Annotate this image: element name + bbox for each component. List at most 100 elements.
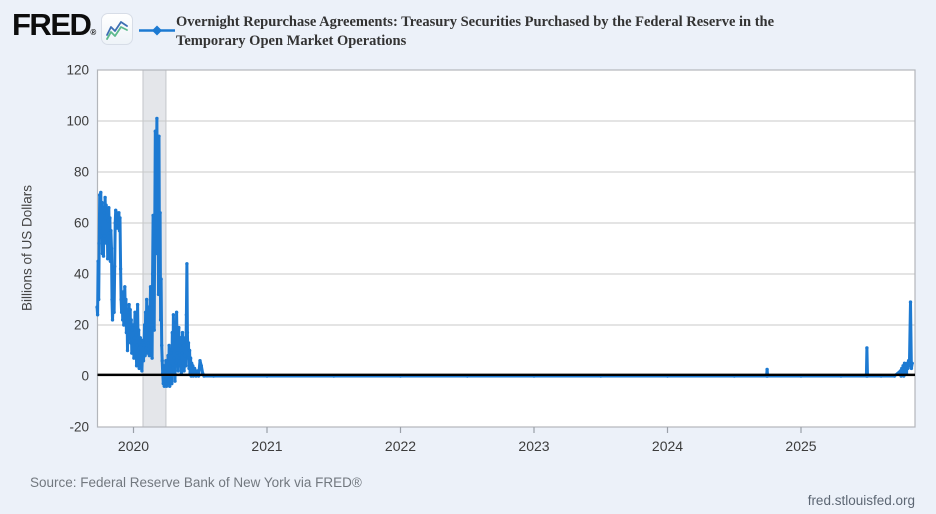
data-point <box>105 241 109 246</box>
plot-background <box>97 70 915 427</box>
data-point <box>140 369 144 373</box>
data-point <box>127 302 131 307</box>
x-tick-label: 2022 <box>385 438 416 454</box>
data-point <box>166 353 170 358</box>
data-point <box>157 262 162 266</box>
data-point <box>134 364 139 368</box>
fred-site-link[interactable]: fred.stlouisfed.org <box>807 493 915 508</box>
data-point <box>107 231 112 235</box>
data-point <box>903 369 907 373</box>
data-point <box>157 134 161 138</box>
data-point <box>167 343 171 348</box>
data-point <box>185 262 189 266</box>
chart-title-line2: Temporary Open Market Operations <box>176 33 407 49</box>
series-legend-marker-icon <box>139 24 175 37</box>
data-point <box>170 381 174 386</box>
data-point <box>119 310 124 314</box>
data-point <box>902 361 907 365</box>
data-point <box>155 226 160 230</box>
y-tick-label: 60 <box>74 216 89 231</box>
data-point <box>188 356 193 360</box>
data-point <box>159 277 163 281</box>
data-point <box>174 361 178 365</box>
data-point <box>121 290 125 294</box>
data-point <box>149 348 153 353</box>
data-point <box>160 343 164 348</box>
data-point <box>119 297 123 302</box>
data-point <box>168 364 172 368</box>
x-tick-label: 2025 <box>785 438 816 454</box>
data-point <box>132 356 136 360</box>
data-point <box>147 305 151 309</box>
data-point <box>180 330 185 335</box>
data-point <box>900 366 904 371</box>
data-point <box>102 234 107 238</box>
data-point <box>125 348 130 353</box>
data-point <box>160 359 164 363</box>
data-point <box>132 336 137 340</box>
data-point <box>908 300 913 304</box>
data-point <box>170 330 174 335</box>
data-point <box>103 195 107 200</box>
data-point <box>107 206 111 210</box>
data-point <box>145 297 149 302</box>
data-point <box>163 369 167 373</box>
data-point <box>191 364 195 368</box>
data-point <box>181 343 186 348</box>
data-point <box>187 348 192 353</box>
data-point <box>169 376 173 381</box>
data-point <box>126 313 130 317</box>
data-point <box>99 234 104 238</box>
data-point <box>186 341 191 345</box>
y-tick-label: 0 <box>81 369 89 384</box>
y-tick-label: 100 <box>66 114 89 129</box>
data-point <box>130 328 134 332</box>
x-tick-label: 2023 <box>518 438 549 454</box>
y-tick-label: 40 <box>74 267 89 282</box>
data-point <box>158 318 163 322</box>
data-point <box>118 216 122 220</box>
data-point <box>164 384 169 388</box>
data-point <box>173 379 177 383</box>
data-point <box>99 190 103 195</box>
data-point <box>106 257 110 261</box>
data-point <box>181 361 185 365</box>
data-point <box>95 305 99 309</box>
data-point <box>102 211 106 215</box>
data-point <box>901 364 905 368</box>
data-point <box>105 213 109 218</box>
data-point <box>156 149 160 154</box>
data-point <box>909 366 914 371</box>
data-series-markers <box>95 116 914 388</box>
data-point <box>129 341 133 345</box>
data-point <box>127 325 132 330</box>
data-point <box>164 359 168 363</box>
data-point <box>98 193 102 197</box>
data-point <box>97 297 101 302</box>
data-point <box>122 323 126 327</box>
data-point <box>125 308 129 312</box>
data-point <box>174 310 179 314</box>
data-point <box>195 369 199 373</box>
data-point <box>110 297 114 302</box>
data-point <box>142 343 146 348</box>
data-point <box>111 302 115 307</box>
x-tick-label: 2021 <box>251 438 282 454</box>
data-point <box>182 353 187 358</box>
x-tick-label: 2020 <box>118 438 149 454</box>
fred-sparkline-icon <box>101 13 133 45</box>
data-point <box>905 361 909 365</box>
data-point <box>166 379 171 383</box>
data-point <box>131 323 136 327</box>
data-point <box>123 285 127 289</box>
data-point <box>123 315 128 320</box>
fred-logo[interactable]: FRED® <box>12 8 96 50</box>
data-point <box>143 310 148 314</box>
data-point <box>135 343 139 348</box>
data-point <box>117 229 122 233</box>
data-point <box>146 341 150 345</box>
data-point <box>106 218 111 223</box>
data-point <box>172 338 177 342</box>
data-point <box>101 206 105 210</box>
